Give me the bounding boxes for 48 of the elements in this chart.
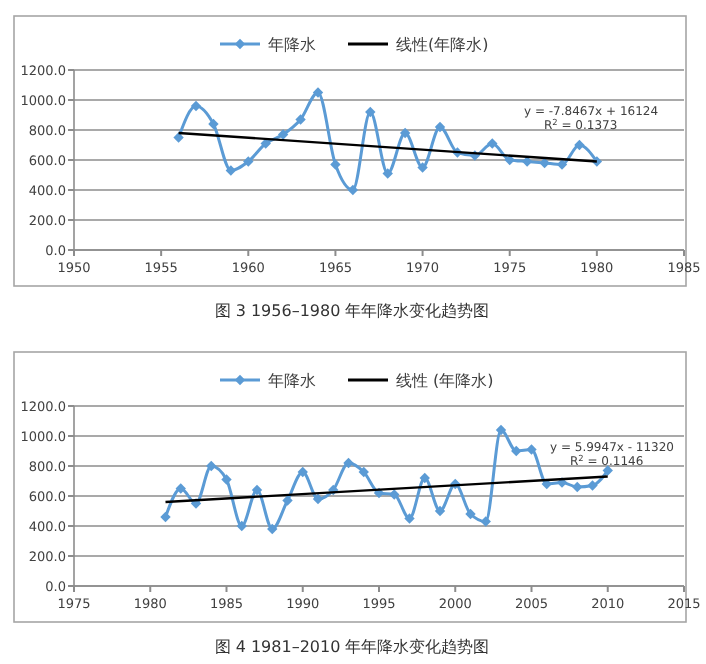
point — [297, 466, 308, 478]
legend-label: 线性(年降水) — [396, 36, 489, 54]
point — [365, 106, 376, 118]
point — [347, 184, 359, 196]
point — [312, 87, 324, 98]
point — [574, 139, 585, 151]
point — [417, 162, 428, 173]
point — [221, 474, 232, 485]
point — [399, 127, 411, 139]
point — [208, 118, 219, 130]
caption: 图 4 1981–2010 年年降水变化趋势图 — [214, 638, 490, 656]
point — [495, 424, 507, 436]
point — [295, 114, 306, 125]
point — [602, 465, 613, 476]
point — [160, 511, 171, 523]
legend-label: 线性 (年降水) — [396, 372, 494, 390]
point — [572, 481, 583, 493]
point — [330, 159, 341, 170]
point — [236, 520, 247, 532]
caption: 图 3 1956–1980 年年降水变化趋势图 — [214, 302, 490, 320]
point — [282, 495, 293, 506]
point — [251, 484, 263, 496]
point — [190, 100, 202, 112]
point — [480, 516, 491, 527]
point — [277, 129, 289, 140]
point — [389, 489, 400, 500]
point — [267, 523, 278, 535]
legend-label: 年降水 — [268, 36, 316, 54]
point — [434, 505, 446, 517]
point — [358, 466, 369, 478]
point — [465, 508, 476, 520]
point — [404, 513, 415, 524]
point — [487, 138, 498, 149]
point — [173, 132, 184, 143]
point — [243, 156, 254, 167]
point — [206, 460, 217, 472]
point — [175, 483, 186, 494]
point — [343, 457, 354, 469]
point — [556, 159, 568, 170]
point — [382, 168, 393, 179]
point — [419, 472, 430, 484]
legend-label: 年降水 — [268, 372, 316, 390]
point — [526, 444, 537, 455]
point — [312, 493, 324, 505]
point — [225, 165, 237, 176]
point — [511, 445, 522, 457]
point — [587, 480, 598, 491]
point — [434, 121, 446, 133]
